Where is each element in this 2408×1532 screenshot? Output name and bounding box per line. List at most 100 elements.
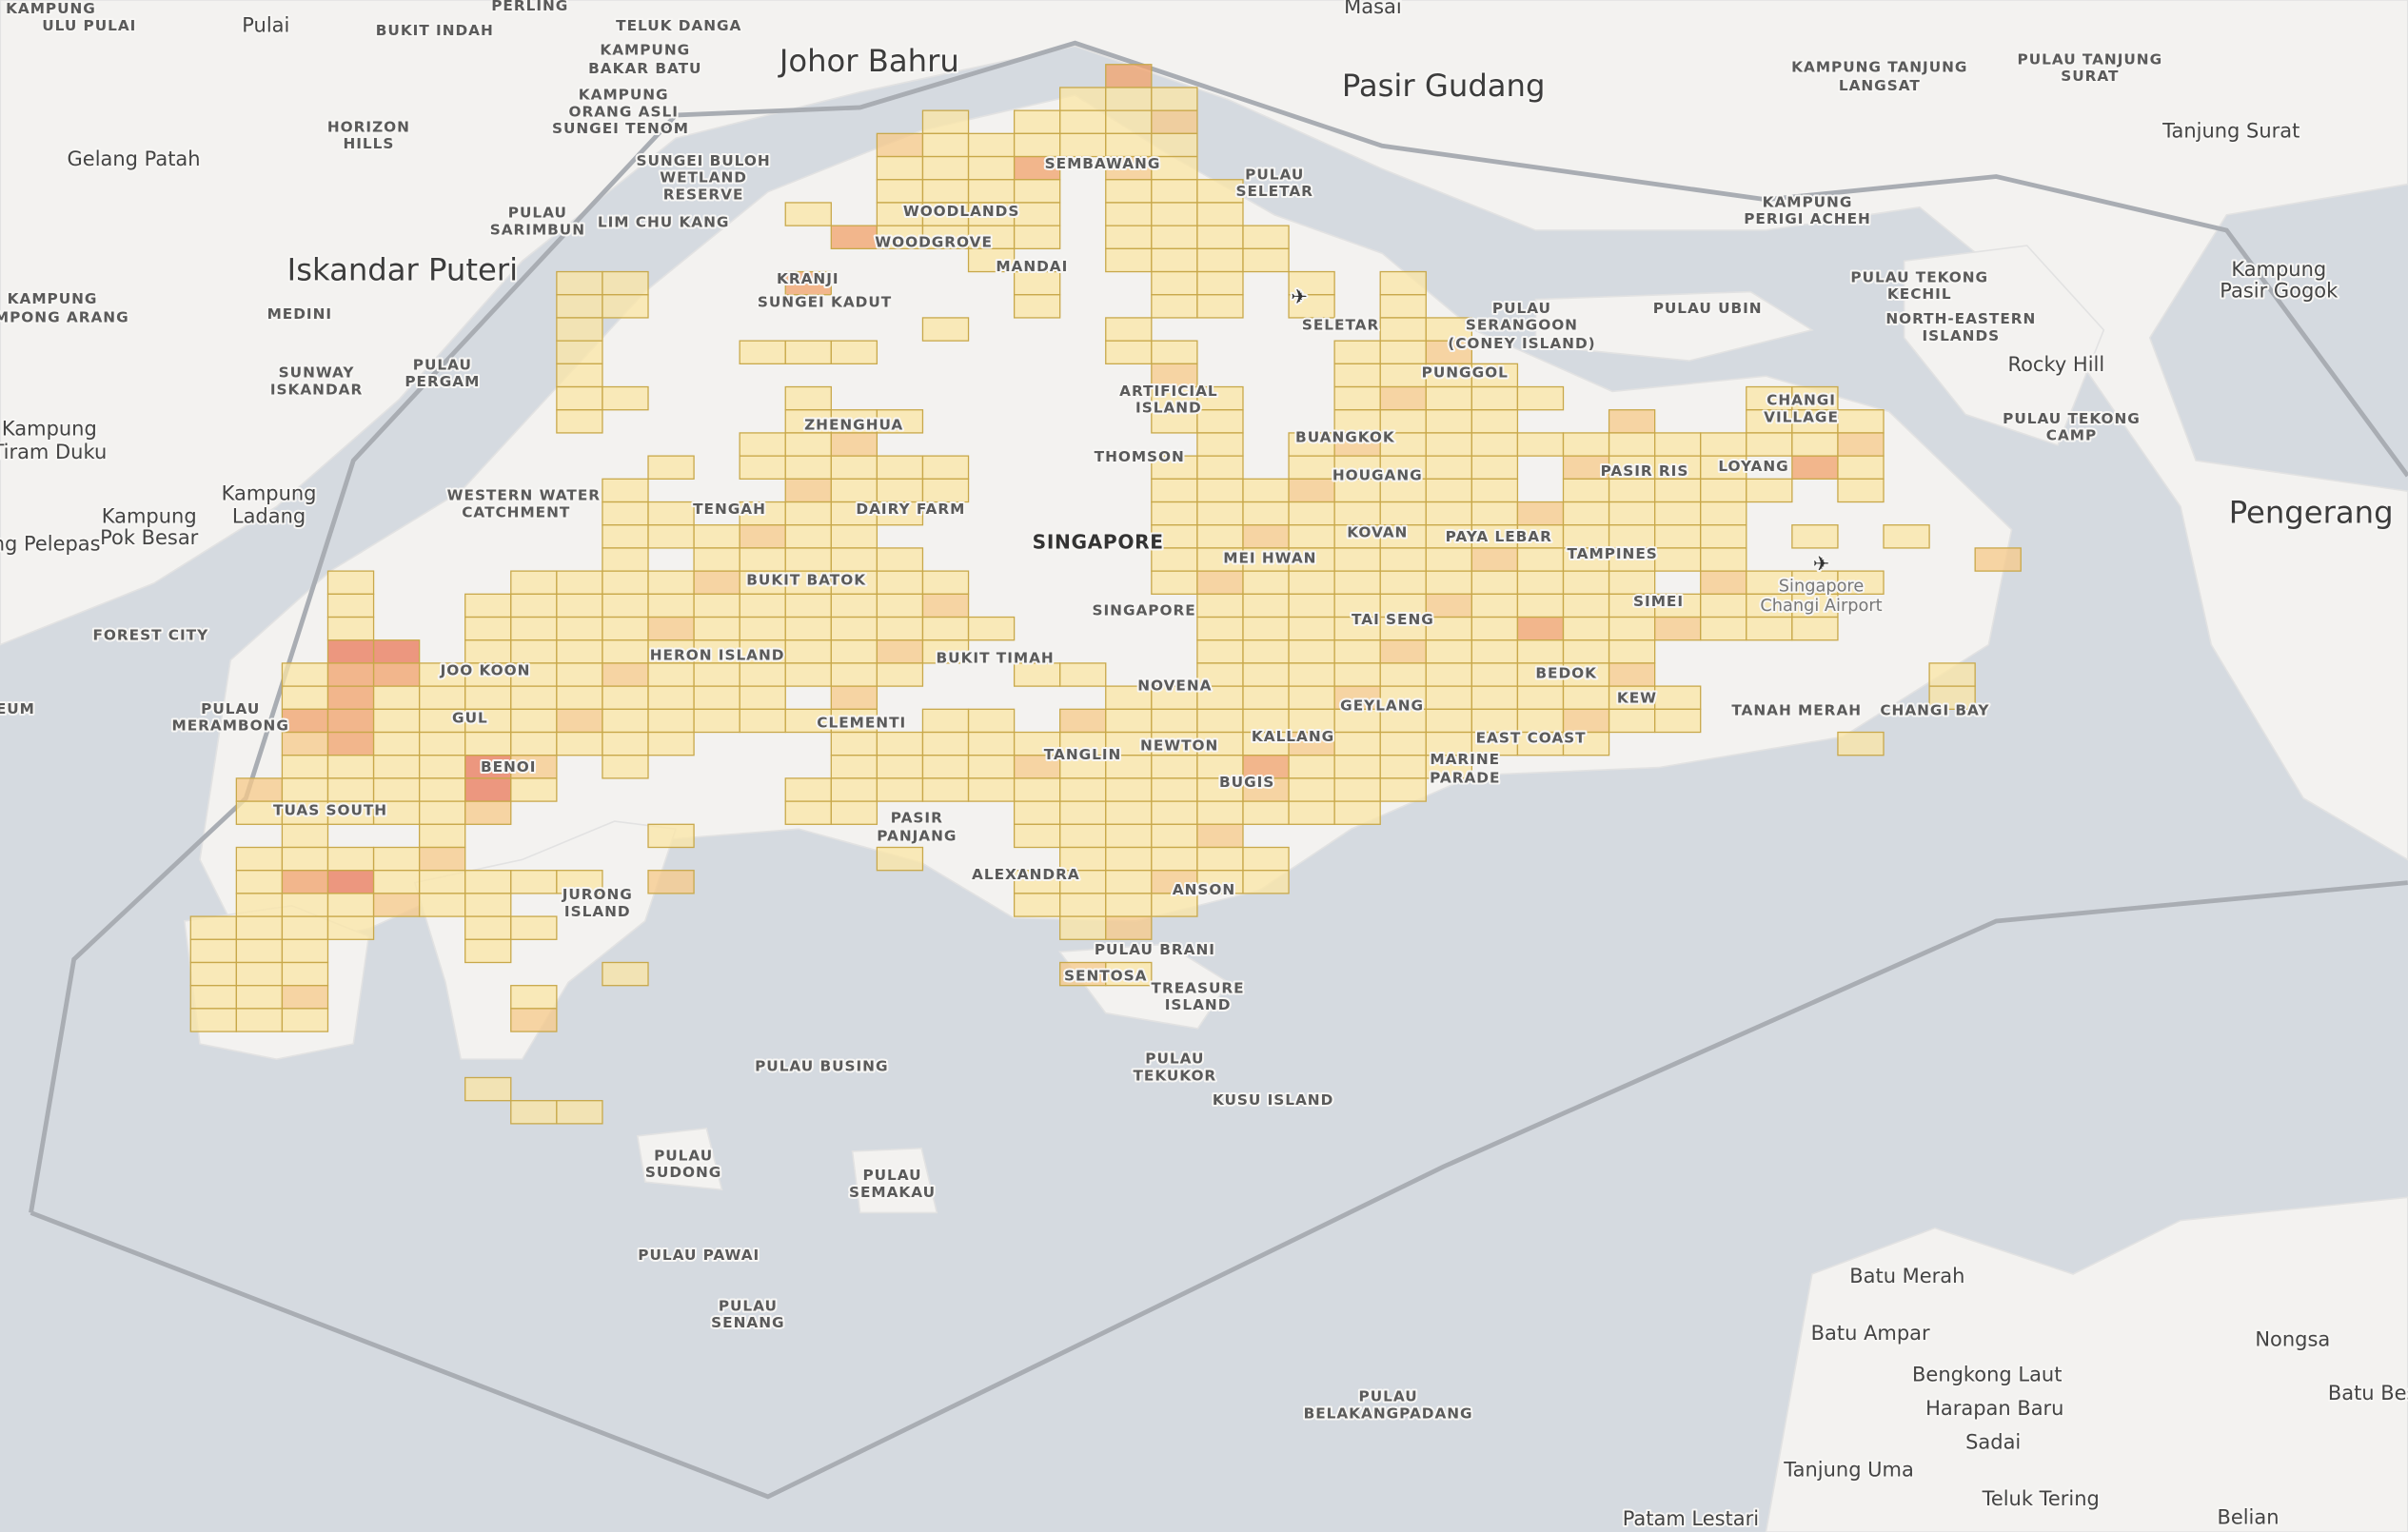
heat-cell (1013, 731, 1061, 756)
place-label: LANGSAT (1839, 77, 1921, 94)
heat-cell (235, 985, 284, 1010)
heat-cell (602, 524, 649, 549)
heat-cell (281, 870, 329, 894)
heat-cell (1288, 270, 1335, 296)
heat-cell (739, 616, 786, 641)
place-label: Nongsa (2255, 1327, 2330, 1350)
heat-cell (876, 846, 924, 872)
heat-cell (921, 109, 970, 134)
heat-cell (281, 915, 329, 940)
heat-cell (1151, 455, 1198, 480)
heat-cell (876, 639, 924, 664)
heat-cell (1151, 132, 1198, 158)
place-label: Teluk Tering (1982, 1487, 2100, 1510)
heat-cell (1196, 179, 1244, 204)
heat-cell (1425, 317, 1472, 342)
place-label: PULAU (1245, 166, 1304, 183)
place-label: Pasir Gogok (2220, 280, 2339, 303)
heat-cell (189, 938, 237, 964)
heat-cell (784, 800, 832, 825)
heat-cell (1837, 409, 1885, 434)
heat-cell (1242, 800, 1290, 825)
heat-cell (1746, 409, 1793, 434)
heat-cell (921, 179, 970, 204)
place-label: KAMPUNG (600, 42, 690, 59)
heat-cell (189, 915, 237, 940)
heat-cell (1333, 755, 1381, 779)
heat-cell (1333, 731, 1381, 756)
heat-cell (1242, 846, 1290, 872)
place-label: KAMPUNG TANJUNG (1791, 58, 1967, 75)
heat-cell (1425, 685, 1472, 710)
heat-cell (1379, 570, 1427, 595)
heat-cell (1974, 547, 2022, 572)
heat-cell (602, 270, 649, 296)
heat-cell (1151, 87, 1198, 111)
heat-cell (1242, 639, 1290, 664)
place-label: PANJANG (877, 828, 957, 845)
heat-cell (1425, 593, 1472, 619)
heat-cell (876, 501, 924, 526)
heat-cell (1746, 593, 1793, 619)
place-label: MEI HWAN (1223, 550, 1316, 567)
heat-cell (1379, 294, 1427, 319)
place-label: SERANGOON (1466, 317, 1578, 334)
heat-cell (1837, 478, 1885, 503)
place-label: Masai (1344, 0, 1402, 18)
heat-cell (1608, 547, 1656, 572)
heat-cell (739, 547, 786, 572)
heat-cell (1196, 800, 1244, 825)
place-label: ORANG ASLI (569, 103, 679, 120)
heat-cell (235, 777, 284, 802)
heat-cell (1425, 501, 1472, 526)
heat-cell (326, 893, 375, 917)
place-label: BUKIT INDAH (376, 22, 494, 39)
heat-cell (1105, 247, 1153, 273)
heat-cell (1700, 455, 1747, 480)
heat-cell (1105, 731, 1153, 756)
heat-cell (1151, 179, 1198, 204)
heat-cell (921, 755, 970, 779)
heat-cell (1746, 385, 1793, 411)
heat-cell (372, 685, 421, 710)
heat-cell (602, 731, 649, 756)
heat-cell (1470, 685, 1519, 710)
heat-cell (418, 685, 466, 710)
heat-cell (281, 1008, 329, 1032)
heat-cell (1562, 478, 1610, 503)
heat-cell (1059, 731, 1107, 756)
heat-cell (1608, 478, 1656, 503)
heat-cell (1791, 385, 1839, 411)
place-label: SINGAPORE (1092, 602, 1195, 619)
heat-cell (1013, 179, 1061, 204)
airport-icon: ✈ (1813, 553, 1830, 576)
heat-cell (1196, 662, 1244, 687)
heat-cell (693, 708, 740, 734)
heat-cell (1470, 455, 1519, 480)
heat-cell (1746, 432, 1793, 457)
heat-cell (784, 432, 832, 457)
heat-cell (1791, 524, 1839, 549)
place-label: PULAU (508, 205, 567, 222)
heat-cell (1883, 524, 1930, 549)
place-label: WOODGROVE (875, 233, 993, 250)
place-label: MANDAI (996, 258, 1068, 275)
heat-cell (326, 731, 375, 756)
heat-cell (830, 685, 878, 710)
heat-cell (1653, 685, 1702, 710)
heat-cell (1333, 800, 1381, 825)
heat-cell (1242, 247, 1290, 273)
heat-cell (1288, 455, 1335, 480)
place-label: MPONG ARANG (0, 308, 129, 325)
heat-cell (921, 708, 970, 734)
heat-cell (1151, 893, 1198, 917)
heat-cell (418, 731, 466, 756)
ubin (1534, 290, 1814, 362)
heat-cell (372, 755, 421, 779)
heat-cell (1470, 639, 1519, 664)
heat-cell (784, 478, 832, 503)
heat-cell (1196, 294, 1244, 319)
heat-cell (876, 616, 924, 641)
heat-cell (1151, 777, 1198, 802)
heat-cell (647, 616, 695, 641)
